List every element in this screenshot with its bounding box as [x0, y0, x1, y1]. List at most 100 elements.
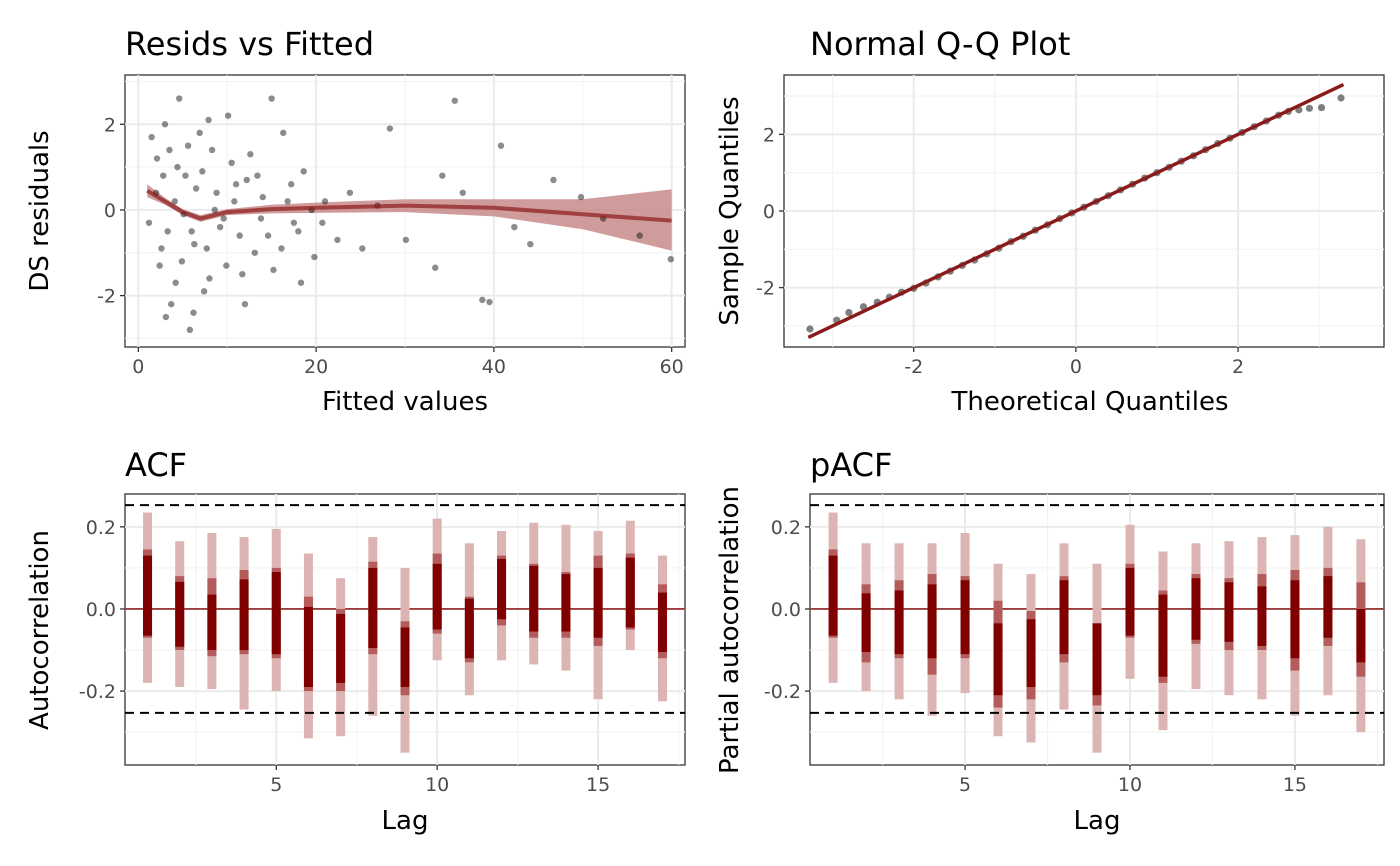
acf-ylabel: Autocorrelation	[25, 530, 55, 730]
qq-point	[859, 303, 868, 311]
pacf-ytick-label: 0.0	[771, 599, 801, 621]
pacf-interval-inner	[1356, 608, 1366, 663]
resid-point	[527, 240, 534, 248]
pacf-interval-inner	[1323, 576, 1333, 638]
resid-point	[184, 142, 192, 149]
resid-point	[153, 155, 161, 162]
resid-point	[172, 279, 179, 286]
resid-point	[439, 172, 446, 179]
resid-point	[171, 198, 178, 205]
pacf-interval-inner	[1224, 582, 1234, 642]
resid-point	[334, 236, 341, 244]
resid-title: Resids vs Fitted	[125, 25, 374, 63]
qq-point	[1305, 104, 1314, 112]
qq-xtick-label: 0	[1070, 356, 1082, 378]
resid-point	[251, 249, 258, 256]
qq-ytick-label: -2	[756, 278, 775, 300]
acf-interval-inner	[143, 555, 153, 636]
qq-point	[845, 308, 853, 317]
resid-xtick-label: 60	[660, 356, 684, 378]
resid-point	[158, 245, 165, 252]
resid-ylabel: DS residuals	[25, 130, 55, 291]
resid-point	[216, 223, 224, 231]
resid-point	[220, 215, 227, 222]
resid-point	[264, 232, 272, 239]
resid-point	[386, 125, 394, 132]
qq-ytick-label: 0	[763, 201, 775, 223]
resid-point	[268, 95, 275, 102]
resid-smooth-line	[146, 188, 672, 223]
pacf-interval-inner	[861, 593, 871, 653]
resid-point	[270, 266, 277, 274]
qq-point	[1337, 94, 1345, 102]
acf-interval-inner	[561, 574, 571, 632]
pacf-interval-inner	[1092, 623, 1102, 696]
resid-point	[257, 215, 265, 222]
resid-point	[550, 176, 557, 184]
resid-point	[667, 255, 674, 263]
resid-point	[239, 270, 246, 278]
resid-point	[205, 116, 212, 124]
acf-interval-inner	[271, 572, 281, 655]
resid-point	[236, 232, 243, 239]
resid-point	[247, 151, 254, 158]
qq-point	[806, 325, 814, 333]
acf-interval-inner	[497, 558, 507, 620]
qq-xtick-label: -2	[904, 356, 923, 378]
resid-point	[200, 288, 208, 295]
resid-point	[178, 258, 186, 265]
resid-point	[228, 159, 235, 167]
pacf-xlabel: Lag	[1074, 806, 1121, 836]
resid-point	[186, 326, 194, 334]
resid-point	[451, 97, 458, 104]
resid-point	[321, 198, 329, 205]
acf-ytick-label: 0.2	[86, 517, 116, 539]
resid-point	[148, 133, 155, 141]
resid-point	[211, 206, 218, 214]
resid-point	[254, 172, 261, 179]
acf-ytick-label: -0.2	[79, 681, 116, 703]
resid-point	[346, 189, 354, 196]
pacf-xtick-label: 10	[1118, 774, 1142, 796]
resid-point	[196, 129, 203, 137]
acf-xlabel: Lag	[382, 806, 429, 836]
resid-point	[280, 129, 287, 137]
pacf-interval-inner	[960, 580, 970, 655]
acf-panel: 5 10 15 -0.2 0.0 0.2 ACF Lag Autocorrelation	[25, 446, 686, 836]
pacf-ytick-label: -0.2	[764, 681, 801, 703]
resid-point	[191, 240, 198, 248]
resid-point	[241, 300, 249, 308]
resid-point	[188, 228, 195, 235]
acf-interval-inner	[529, 565, 539, 632]
resid-point	[284, 198, 291, 205]
pacf-xtick-label: 5	[959, 774, 971, 796]
resid-point	[497, 142, 505, 149]
acf-ytick-label: 0.0	[86, 599, 116, 621]
resid-point	[224, 112, 232, 119]
resid-point	[359, 245, 366, 252]
resid-point	[156, 262, 163, 269]
resid-point	[459, 189, 466, 196]
acf-interval-inner	[400, 627, 410, 687]
resid-point	[479, 296, 486, 304]
resid-ytick-label: 2	[104, 114, 116, 136]
resid-xtick-label: 20	[304, 356, 328, 378]
qq-reference-line	[807, 82, 1345, 340]
pacf-interval-inner	[993, 623, 1003, 696]
acf-interval-inner	[464, 598, 474, 659]
resid-point	[278, 245, 285, 252]
resid-xtick-label: 40	[482, 356, 506, 378]
acf-interval-inner	[432, 563, 442, 630]
resid-point	[162, 313, 170, 321]
qq-ylabel: Sample Quantiles	[715, 96, 745, 325]
resid-point	[231, 198, 238, 205]
resid-point	[206, 275, 213, 282]
pacf-interval-inner	[1026, 619, 1036, 687]
acf-interval-inner	[207, 594, 217, 651]
qq-title: Normal Q-Q Plot	[810, 25, 1070, 63]
acf-interval-inner	[303, 606, 313, 687]
resid-point	[213, 189, 220, 196]
pacf-interval-inner	[828, 555, 838, 636]
resid-point	[486, 298, 493, 306]
